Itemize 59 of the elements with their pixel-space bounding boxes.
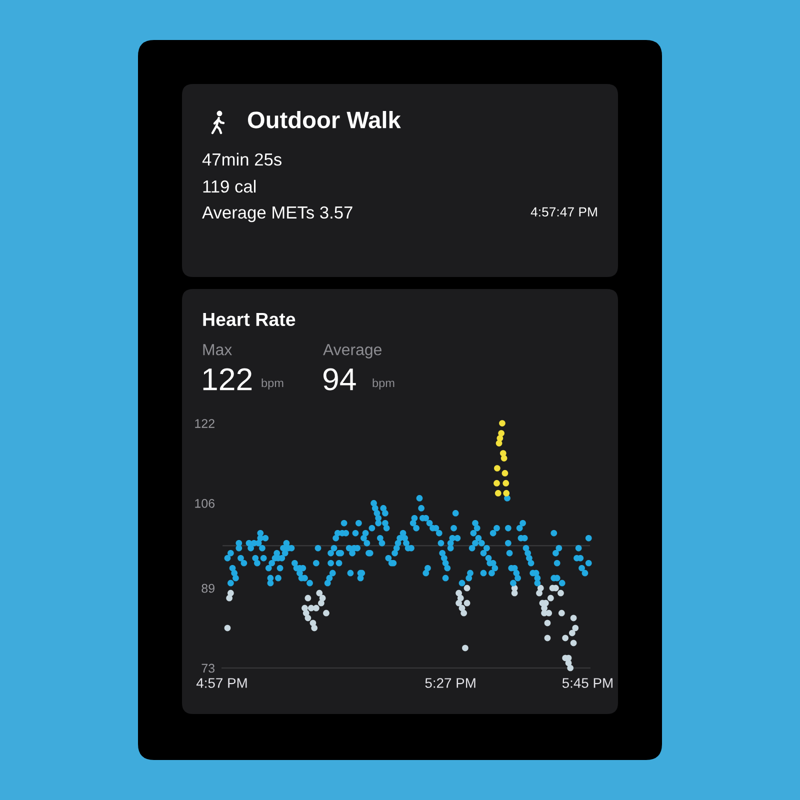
point xyxy=(502,480,510,486)
point xyxy=(456,600,462,606)
point xyxy=(568,630,576,636)
point xyxy=(502,470,508,476)
point xyxy=(312,604,320,612)
point xyxy=(558,610,565,616)
text: Average METs 3.57 xyxy=(202,206,352,222)
text: 4:57:47 PM xyxy=(530,207,597,217)
y-tick-label: 89 xyxy=(202,584,214,593)
x-tick-label: 5:27 PM xyxy=(425,678,476,688)
point xyxy=(572,624,579,632)
point xyxy=(323,610,330,616)
point xyxy=(536,590,542,596)
text: Average xyxy=(323,344,382,358)
text: Outdoor Walk xyxy=(248,110,401,128)
point xyxy=(498,430,504,436)
y-tick-label: 122 xyxy=(195,419,214,428)
x-tick-label: 4:57 PM xyxy=(196,678,247,688)
point xyxy=(500,455,508,462)
point xyxy=(226,594,232,602)
x-tick-label: 5:45 PM xyxy=(562,678,612,688)
point xyxy=(464,600,470,606)
point xyxy=(464,584,470,592)
point xyxy=(499,420,506,426)
point xyxy=(228,590,234,596)
point xyxy=(567,664,574,672)
point xyxy=(460,610,468,616)
y-tick-label: 106 xyxy=(195,499,215,508)
text: bpm xyxy=(372,378,394,390)
text: Max xyxy=(203,344,232,356)
point xyxy=(304,614,312,622)
point xyxy=(319,594,326,602)
point xyxy=(457,594,464,602)
point xyxy=(570,640,577,646)
text: 119 cal xyxy=(203,180,256,193)
point xyxy=(462,644,468,652)
point xyxy=(224,624,231,632)
y-tick-label: 73 xyxy=(202,664,215,673)
chart-title: Heart Rate xyxy=(203,312,296,326)
text: 47min 25s xyxy=(202,152,282,166)
point xyxy=(565,660,572,666)
point xyxy=(546,610,552,616)
point xyxy=(544,634,551,642)
point xyxy=(570,614,577,622)
point xyxy=(318,600,324,606)
point xyxy=(558,590,564,596)
point xyxy=(494,480,500,486)
point xyxy=(316,590,323,596)
point xyxy=(544,620,551,626)
point xyxy=(548,594,554,602)
point xyxy=(503,490,510,496)
point xyxy=(494,465,500,472)
text: 94 xyxy=(323,368,356,390)
point xyxy=(511,590,518,596)
text: bpm xyxy=(262,378,284,390)
point xyxy=(304,594,312,602)
point xyxy=(311,624,318,632)
point xyxy=(494,490,502,496)
point xyxy=(562,634,568,642)
